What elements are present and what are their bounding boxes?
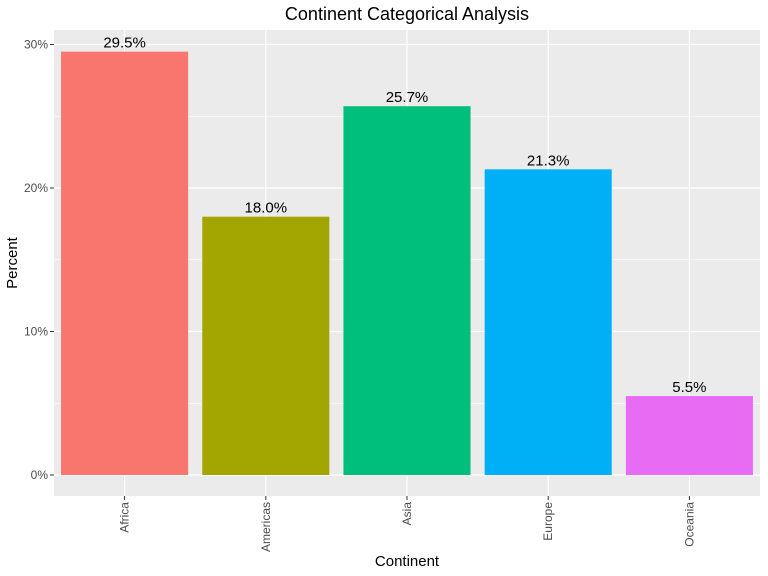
y-axis-title: Percent: [4, 236, 21, 289]
x-axis-title: Continent: [375, 553, 440, 570]
bar-europe: [484, 169, 612, 475]
bar-africa: [61, 51, 189, 476]
data-label: 5.5%: [672, 379, 706, 396]
bar-americas: [202, 216, 330, 475]
data-label: 21.3%: [527, 152, 570, 169]
x-axis: Africa Americas Asia Europe Oceania: [118, 496, 696, 552]
x-tick-label: Europe: [541, 502, 555, 541]
y-axis: 0% 10% 20% 30%: [24, 38, 54, 482]
x-tick-label: Asia: [400, 502, 414, 526]
y-tick-label: 20%: [24, 181, 48, 195]
bars: [61, 51, 753, 476]
chart-title: Continent Categorical Analysis: [285, 4, 529, 24]
bar-asia: [343, 106, 471, 475]
data-label: 25.7%: [386, 89, 429, 106]
data-label: 29.5%: [103, 35, 146, 52]
y-tick-label: 0%: [31, 468, 49, 482]
bar-oceania: [625, 396, 753, 475]
x-tick-label: Africa: [118, 502, 132, 533]
data-labels: 29.5% 18.0% 25.7% 21.3% 5.5%: [103, 35, 706, 396]
y-tick-label: 30%: [24, 38, 48, 52]
x-tick-label: Oceania: [682, 502, 696, 547]
data-label: 18.0%: [245, 200, 288, 217]
y-tick-label: 10%: [24, 325, 48, 339]
x-tick-label: Americas: [259, 502, 273, 552]
